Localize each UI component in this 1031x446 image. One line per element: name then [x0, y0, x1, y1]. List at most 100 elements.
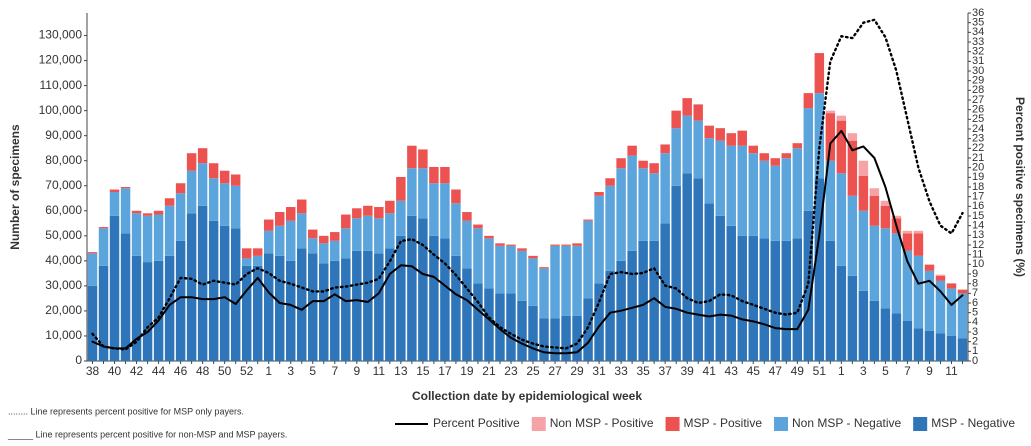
bar	[186, 153, 197, 171]
bar	[396, 235, 406, 361]
bar	[726, 145, 736, 226]
bar	[770, 158, 781, 166]
bar	[230, 185, 241, 229]
x-tick-label: 51	[813, 364, 827, 378]
x-tick-label: 7	[331, 364, 338, 378]
bar	[726, 225, 736, 361]
bar	[913, 255, 924, 329]
bar	[319, 235, 329, 244]
bar	[308, 253, 318, 361]
bar	[759, 238, 770, 361]
y-tick-label: 60,000	[45, 203, 82, 217]
bar	[715, 128, 725, 141]
bar	[109, 192, 120, 216]
bar	[418, 168, 428, 219]
x-tick-label: 11	[373, 364, 386, 378]
x-tick-label: 45	[747, 364, 761, 378]
bar	[726, 133, 736, 146]
bar	[363, 215, 373, 251]
bar	[583, 219, 593, 221]
bar	[902, 250, 913, 321]
x-tick-label: 17	[438, 364, 452, 378]
bar	[263, 230, 274, 254]
y-tick-label: 0	[75, 353, 82, 367]
y2-tick-label: 19	[972, 171, 984, 183]
y2-tick-label: 0	[972, 355, 978, 367]
bar	[341, 258, 351, 361]
bar	[649, 240, 659, 361]
y2-tick-label: 32	[972, 46, 984, 58]
y2-tick-label: 23	[972, 133, 984, 145]
bar	[825, 113, 836, 161]
y2-tick-label: 22	[972, 142, 984, 154]
bar	[572, 245, 582, 316]
bar	[803, 93, 814, 109]
y2-tick-label: 10	[972, 258, 984, 270]
x-tick-label: 49	[791, 364, 805, 378]
bar	[858, 210, 869, 291]
bar	[880, 228, 891, 309]
x-tick-label: 1	[265, 364, 272, 378]
bar	[880, 205, 891, 229]
bar	[946, 335, 957, 361]
bar	[693, 178, 703, 361]
bar	[473, 224, 483, 229]
bar	[197, 163, 208, 206]
bar	[649, 163, 659, 174]
y2-tick-label: 2	[972, 336, 978, 348]
bar	[913, 230, 924, 234]
y-tick-label: 70,000	[45, 178, 82, 192]
bar	[341, 228, 351, 259]
bar	[484, 238, 494, 289]
bar	[638, 240, 648, 361]
y2-tick-label: 29	[972, 75, 984, 87]
bar	[462, 268, 472, 361]
bar	[352, 218, 362, 251]
y2-tick-label: 33	[972, 36, 984, 48]
bar	[241, 258, 252, 266]
legend-label: MSP - Positive	[684, 416, 763, 430]
bar	[671, 128, 681, 186]
bar	[682, 173, 692, 361]
bar	[517, 300, 527, 361]
bar	[120, 187, 131, 189]
bar	[131, 213, 142, 256]
bar	[946, 283, 957, 289]
y2-tick-label: 28	[972, 84, 984, 96]
y-tick-label: 20,000	[45, 303, 82, 317]
bar	[87, 285, 98, 361]
line	[91, 129, 964, 355]
y-tick-label: 80,000	[45, 153, 82, 167]
y2-tick-label: 36	[972, 7, 984, 19]
bar	[495, 245, 505, 294]
bar	[682, 98, 692, 116]
x-tick-label: 9	[353, 364, 360, 378]
x-tick-label: 40	[108, 364, 122, 378]
bar	[385, 248, 395, 361]
bar	[153, 260, 164, 361]
bar	[737, 130, 747, 146]
bar	[869, 225, 880, 301]
bar	[693, 104, 703, 121]
bar	[506, 244, 516, 246]
x-tick-label: 37	[658, 364, 672, 378]
x-tick-label: 46	[174, 364, 188, 378]
bar	[429, 166, 439, 184]
bar	[539, 318, 549, 361]
bar	[737, 235, 747, 361]
bar	[274, 225, 285, 256]
bar	[263, 253, 274, 361]
bar	[814, 53, 825, 94]
bar	[451, 203, 461, 256]
bar	[484, 235, 494, 239]
bar	[109, 215, 120, 361]
y-tick-label: 30,000	[45, 278, 82, 292]
x-tick-label: 41	[703, 364, 717, 378]
y-tick-label: 120,000	[39, 53, 83, 67]
bar	[891, 215, 902, 219]
x-tick-label: 3	[860, 364, 867, 378]
bar	[583, 220, 593, 299]
bar	[208, 220, 219, 361]
bar	[880, 308, 891, 361]
bar	[935, 333, 946, 361]
